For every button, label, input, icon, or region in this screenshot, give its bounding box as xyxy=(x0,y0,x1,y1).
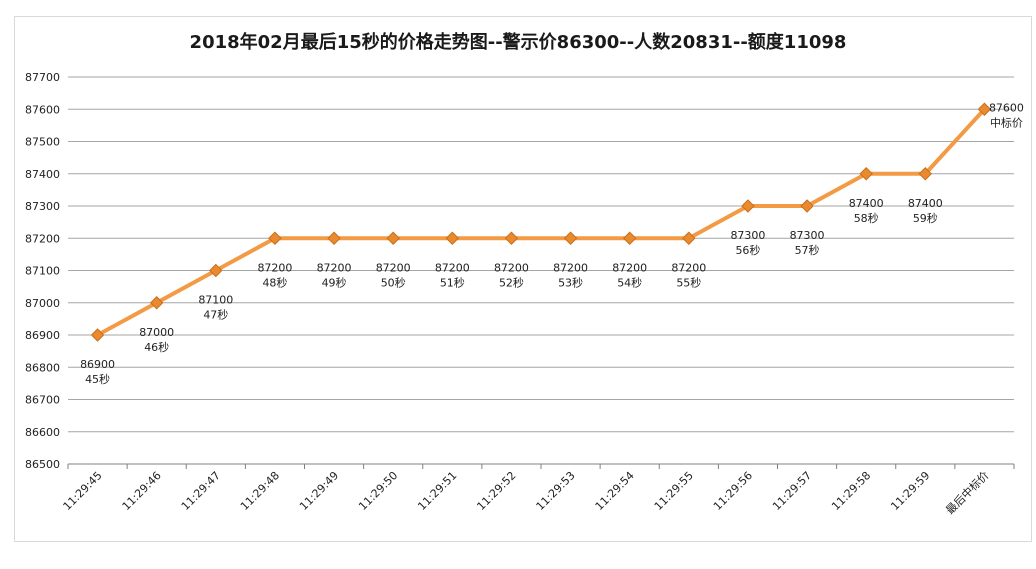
data-point xyxy=(149,296,164,310)
y-tick-label: 87200 xyxy=(25,232,60,245)
data-point xyxy=(504,231,519,245)
data-label-value: 87200 xyxy=(317,261,352,274)
data-point xyxy=(622,231,637,245)
y-tick-label: 87700 xyxy=(25,71,60,84)
data-label-second: 53秒 xyxy=(558,275,583,289)
data-point xyxy=(90,328,105,342)
x-tick-label: 最后中标价 xyxy=(943,468,992,517)
data-label-second: 49秒 xyxy=(322,275,347,289)
data-point xyxy=(445,231,460,245)
data-point xyxy=(563,231,578,245)
y-tick-label: 87500 xyxy=(25,136,60,149)
x-tick-label: 11:29:47 xyxy=(179,469,223,513)
data-label-value: 87200 xyxy=(494,261,529,274)
x-tick-label: 11:29:48 xyxy=(238,469,282,513)
data-point xyxy=(268,231,282,245)
data-point xyxy=(918,167,933,181)
data-point xyxy=(977,102,992,116)
data-label-second: 45秒 xyxy=(85,372,110,386)
data-label-second: 57秒 xyxy=(795,243,820,257)
data-label-second: 46秒 xyxy=(144,340,169,354)
x-tick-label: 11:29:56 xyxy=(711,469,755,513)
data-label-second: 56秒 xyxy=(735,243,760,257)
data-point xyxy=(859,167,873,181)
y-tick-label: 86800 xyxy=(25,361,60,374)
data-point xyxy=(386,231,400,245)
data-label-second: 中标价 xyxy=(990,115,1023,129)
data-label-value: 87200 xyxy=(553,261,588,274)
y-tick-label: 87600 xyxy=(25,103,60,116)
y-tick-label: 86900 xyxy=(25,329,60,342)
data-label-value: 87200 xyxy=(257,261,292,274)
y-tick-label: 87300 xyxy=(25,200,60,213)
x-tick-label: 11:29:54 xyxy=(593,469,637,513)
data-label-value: 87600 xyxy=(989,101,1024,114)
y-tick-label: 86700 xyxy=(25,394,60,407)
data-point xyxy=(682,231,696,245)
data-label-second: 51秒 xyxy=(440,275,465,289)
data-label-second: 54秒 xyxy=(617,275,642,289)
data-label-second: 48秒 xyxy=(262,275,287,289)
data-label-value: 87200 xyxy=(671,261,706,274)
data-point xyxy=(741,199,755,213)
chart-title: 2018年02月最后15秒的价格走势图--警示价86300--人数20831--… xyxy=(189,32,847,53)
data-label-second: 59秒 xyxy=(913,211,938,225)
data-label-second: 58秒 xyxy=(854,211,879,225)
y-tick-label: 86500 xyxy=(25,458,60,471)
x-tick-label: 11:29:55 xyxy=(652,469,696,513)
y-tick-label: 87100 xyxy=(25,265,60,278)
x-tick-label: 11:29:49 xyxy=(297,469,341,513)
data-point xyxy=(800,199,814,213)
x-tick-label: 11:29:50 xyxy=(356,469,400,513)
chart-frame xyxy=(14,16,1032,542)
data-label-value: 87100 xyxy=(198,294,233,307)
data-label-second: 47秒 xyxy=(203,308,228,322)
x-tick-label: 11:29:58 xyxy=(829,469,873,513)
x-tick-label: 11:29:57 xyxy=(770,469,814,513)
data-label-value: 87200 xyxy=(435,261,470,274)
data-label-value: 87400 xyxy=(849,197,884,210)
data-label-value: 87300 xyxy=(790,229,825,242)
y-tick-label: 87000 xyxy=(25,297,60,310)
data-label-second: 55秒 xyxy=(676,275,701,289)
y-tick-label: 86600 xyxy=(25,426,60,439)
series-line xyxy=(95,107,987,337)
x-tick-label: 11:29:45 xyxy=(61,469,105,513)
data-label-value: 87000 xyxy=(139,326,174,339)
data-label-second: 52秒 xyxy=(499,275,524,289)
x-tick-label: 11:29:52 xyxy=(474,469,518,513)
x-tick-label: 11:29:51 xyxy=(415,469,459,513)
data-point xyxy=(327,231,341,245)
x-tick-label: 11:29:46 xyxy=(120,469,164,513)
data-point xyxy=(209,263,223,278)
data-label-value: 87400 xyxy=(908,197,943,210)
x-tick-label: 11:29:59 xyxy=(888,469,932,513)
data-label-second: 50秒 xyxy=(381,275,406,289)
data-label-value: 87200 xyxy=(612,261,647,274)
data-label-value: 87200 xyxy=(376,261,411,274)
y-tick-label: 87400 xyxy=(25,168,60,181)
x-tick-label: 11:29:53 xyxy=(534,469,578,513)
data-label-value: 87300 xyxy=(730,229,765,242)
data-label-value: 86900 xyxy=(80,358,115,371)
